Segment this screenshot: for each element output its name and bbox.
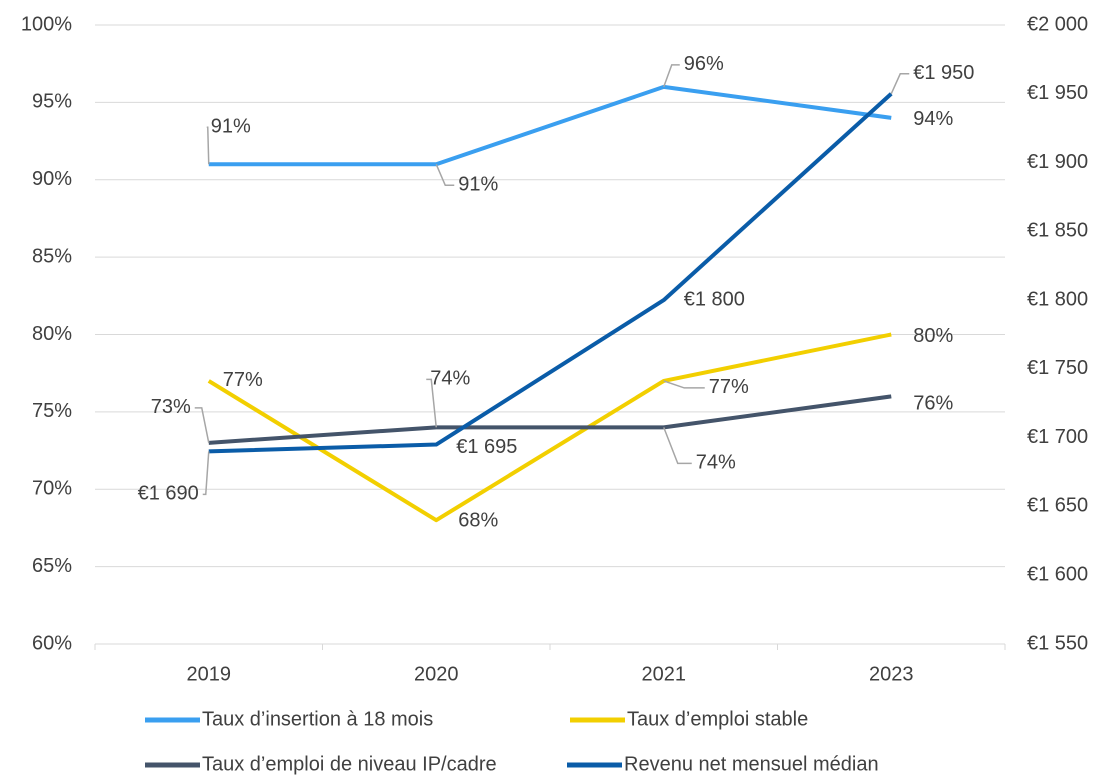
series-line — [208, 84, 892, 167]
x-tick-label: 2023 — [869, 663, 914, 685]
y-tick-label: 100% — [21, 13, 72, 35]
y2-tick-label: €1 900 — [1027, 151, 1088, 173]
data-label: 91% — [211, 116, 251, 138]
leader-line — [202, 451, 210, 496]
legend-label: Revenu net mensuel médian — [624, 753, 879, 775]
x-tick-label: 2021 — [642, 663, 687, 685]
data-label: 96% — [684, 53, 724, 75]
leader-line — [194, 407, 210, 443]
legend-label: Taux d’insertion à 18 mois — [202, 708, 433, 730]
leader-line — [663, 427, 692, 465]
y2-tick-label: €1 750 — [1027, 357, 1088, 379]
y2-tick-label: €1 600 — [1027, 564, 1088, 586]
series-line — [207, 332, 892, 523]
leader-line — [663, 380, 705, 389]
leader-line — [435, 163, 455, 187]
y-tick-label: 60% — [32, 632, 72, 654]
data-label: €1 950 — [913, 62, 974, 84]
data-label: 77% — [223, 369, 263, 391]
y-tick-label: 70% — [32, 478, 72, 500]
leader-line — [206, 126, 210, 165]
y2-tick-label: €1 800 — [1027, 288, 1088, 310]
x-tick-label: 2019 — [187, 663, 232, 685]
data-label: 94% — [913, 108, 953, 130]
data-label: 74% — [430, 368, 470, 390]
y-tick-label: 80% — [32, 323, 72, 345]
series-line — [208, 92, 893, 454]
y-tick-label: 95% — [32, 91, 72, 113]
data-label: 73% — [151, 396, 191, 418]
y-tick-label: 75% — [32, 400, 72, 422]
series-line — [208, 394, 892, 445]
data-label: €1 800 — [684, 288, 745, 310]
data-label: 74% — [696, 452, 736, 474]
data-label: €1 695 — [456, 436, 517, 458]
data-label: 76% — [913, 393, 953, 415]
data-label: 77% — [709, 376, 749, 398]
data-label: €1 690 — [138, 483, 199, 505]
y2-tick-label: €2 000 — [1027, 13, 1088, 35]
data-label: 91% — [458, 174, 498, 196]
y2-tick-label: €1 550 — [1027, 632, 1088, 654]
y-tick-label: 65% — [32, 555, 72, 577]
y2-tick-label: €1 850 — [1027, 220, 1088, 242]
x-tick-label: 2020 — [414, 663, 459, 685]
leader-line — [663, 64, 680, 88]
y-tick-label: 90% — [32, 168, 72, 190]
y2-tick-label: €1 650 — [1027, 495, 1088, 517]
leader-line — [890, 73, 910, 95]
y2-tick-label: €1 700 — [1027, 426, 1088, 448]
legend-label: Taux d’emploi de niveau IP/cadre — [202, 753, 497, 775]
data-label: 80% — [913, 325, 953, 347]
data-label: 68% — [458, 509, 498, 531]
y2-tick-label: €1 950 — [1027, 82, 1088, 104]
leader-line — [426, 378, 437, 428]
y-tick-label: 85% — [32, 245, 72, 267]
legend-label: Taux d’emploi stable — [627, 708, 808, 730]
